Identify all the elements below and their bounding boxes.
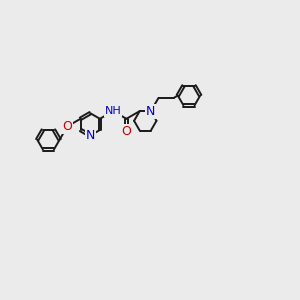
Text: O: O xyxy=(62,120,72,133)
Text: NH: NH xyxy=(105,106,122,116)
Text: N: N xyxy=(85,129,95,142)
Text: O: O xyxy=(122,125,131,138)
Text: N: N xyxy=(146,105,156,118)
